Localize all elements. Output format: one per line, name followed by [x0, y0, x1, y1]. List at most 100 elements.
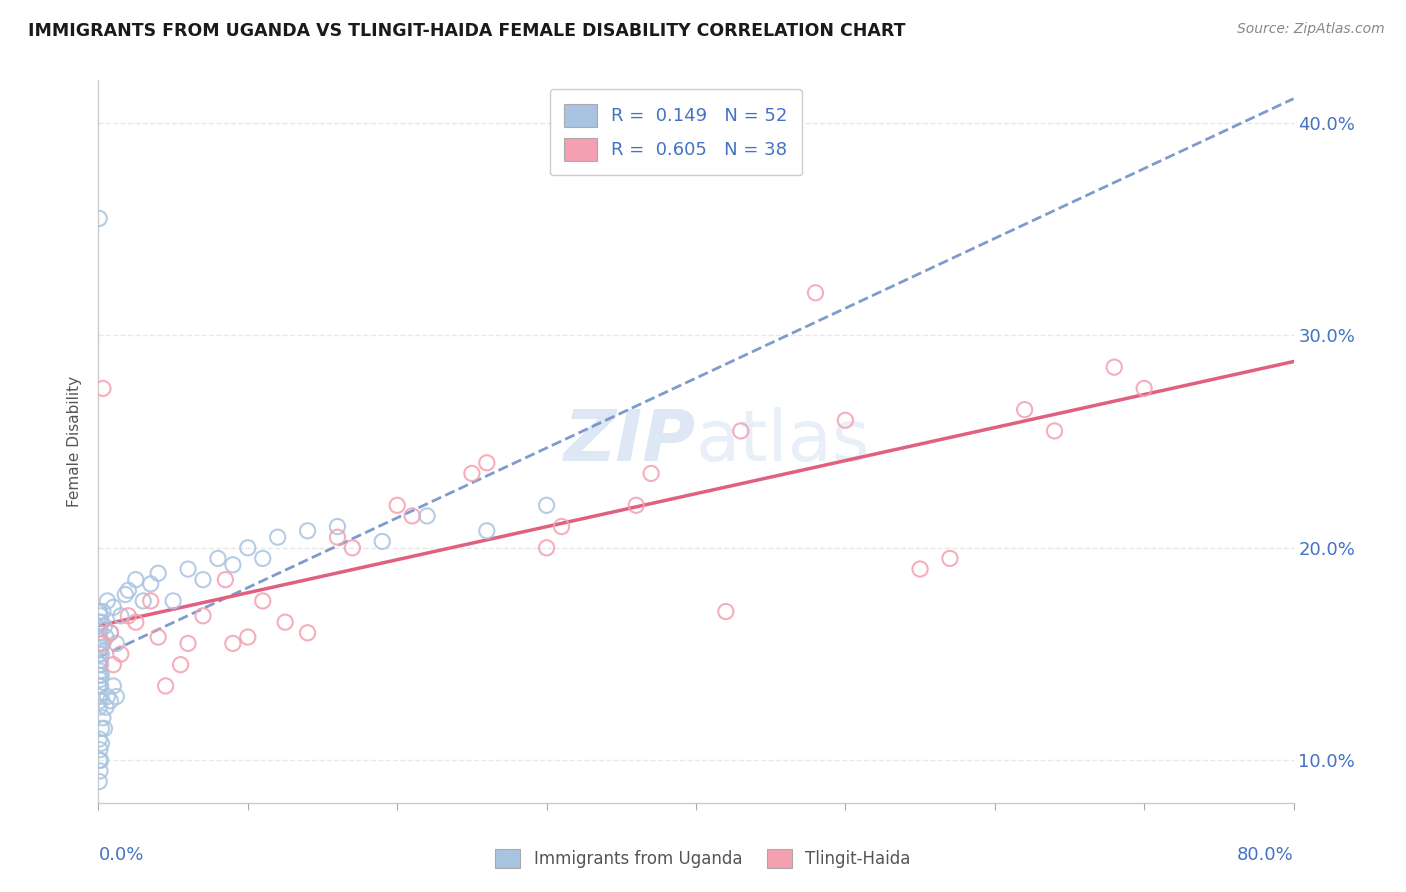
Point	[461, 467, 484, 481]
Point	[177, 636, 200, 650]
Point	[267, 530, 290, 544]
Point	[96, 690, 118, 704]
Point	[90, 679, 112, 693]
Point	[342, 541, 364, 555]
Point	[91, 605, 114, 619]
Point	[214, 573, 236, 587]
Point	[105, 690, 128, 704]
Y-axis label: Female Disability: Female Disability	[67, 376, 83, 508]
Point	[94, 700, 117, 714]
Point	[401, 508, 423, 523]
Point	[1104, 360, 1126, 375]
Point	[536, 541, 558, 555]
Point	[89, 647, 111, 661]
Point	[550, 519, 572, 533]
Point	[89, 732, 111, 747]
Point	[103, 600, 125, 615]
Point	[89, 630, 111, 644]
Point	[89, 211, 111, 226]
Point	[191, 573, 214, 587]
Point	[89, 636, 111, 650]
Point	[89, 679, 111, 693]
Point	[90, 636, 112, 650]
Point	[139, 577, 162, 591]
Point	[90, 722, 112, 736]
Point	[117, 608, 139, 623]
Point	[90, 615, 112, 630]
Point	[222, 558, 245, 572]
Point	[103, 657, 125, 672]
Point	[125, 573, 148, 587]
Point	[90, 736, 112, 750]
Point	[162, 594, 184, 608]
Point	[640, 467, 662, 481]
Point	[148, 566, 170, 581]
Point	[252, 594, 274, 608]
Point	[132, 594, 155, 608]
Point	[89, 742, 111, 756]
Point	[89, 700, 111, 714]
Point	[326, 530, 349, 544]
Point	[110, 647, 132, 661]
Text: IMMIGRANTS FROM UGANDA VS TLINGIT-HAIDA FEMALE DISABILITY CORRELATION CHART: IMMIGRANTS FROM UGANDA VS TLINGIT-HAIDA …	[28, 22, 905, 40]
Point	[385, 498, 409, 512]
Point	[939, 551, 962, 566]
Point	[626, 498, 648, 512]
Point	[177, 562, 200, 576]
Point	[91, 636, 114, 650]
Point	[730, 424, 752, 438]
Point	[89, 774, 111, 789]
Point	[834, 413, 856, 427]
Point	[89, 615, 111, 630]
Point	[536, 498, 558, 512]
Point	[1014, 402, 1036, 417]
Point	[297, 524, 319, 538]
Point	[125, 615, 148, 630]
Point	[89, 622, 111, 636]
Point	[908, 562, 931, 576]
Point	[475, 456, 498, 470]
Point	[191, 608, 214, 623]
Point	[236, 630, 259, 644]
Point	[89, 653, 111, 667]
Point	[139, 594, 162, 608]
Legend: R =  0.149   N = 52, R =  0.605   N = 38: R = 0.149 N = 52, R = 0.605 N = 38	[550, 89, 801, 176]
Text: 0.0%: 0.0%	[98, 847, 143, 864]
Point	[89, 668, 111, 682]
Text: ZIP: ZIP	[564, 407, 696, 476]
Point	[89, 608, 111, 623]
Point	[89, 625, 111, 640]
Point	[105, 636, 128, 650]
Point	[89, 764, 111, 778]
Point	[96, 594, 118, 608]
Point	[91, 711, 114, 725]
Point	[89, 694, 111, 708]
Legend: Immigrants from Uganda, Tlingit-Haida: Immigrants from Uganda, Tlingit-Haida	[488, 842, 918, 875]
Point	[90, 753, 112, 767]
Point	[252, 551, 274, 566]
Point	[222, 636, 245, 650]
Point	[93, 722, 115, 736]
Point	[236, 541, 259, 555]
Point	[804, 285, 827, 300]
Point	[89, 690, 111, 704]
Point	[416, 508, 439, 523]
Point	[98, 625, 122, 640]
Point	[89, 664, 111, 678]
Point	[93, 619, 115, 633]
Point	[98, 694, 122, 708]
Point	[89, 657, 111, 672]
Point	[371, 534, 394, 549]
Point	[207, 551, 229, 566]
Point	[475, 524, 498, 538]
Point	[114, 588, 136, 602]
Point	[297, 625, 319, 640]
Point	[714, 605, 737, 619]
Point	[89, 673, 111, 687]
Point	[89, 753, 111, 767]
Point	[117, 583, 139, 598]
Text: Source: ZipAtlas.com: Source: ZipAtlas.com	[1237, 22, 1385, 37]
Point	[89, 605, 111, 619]
Point	[1133, 381, 1156, 395]
Point	[90, 647, 112, 661]
